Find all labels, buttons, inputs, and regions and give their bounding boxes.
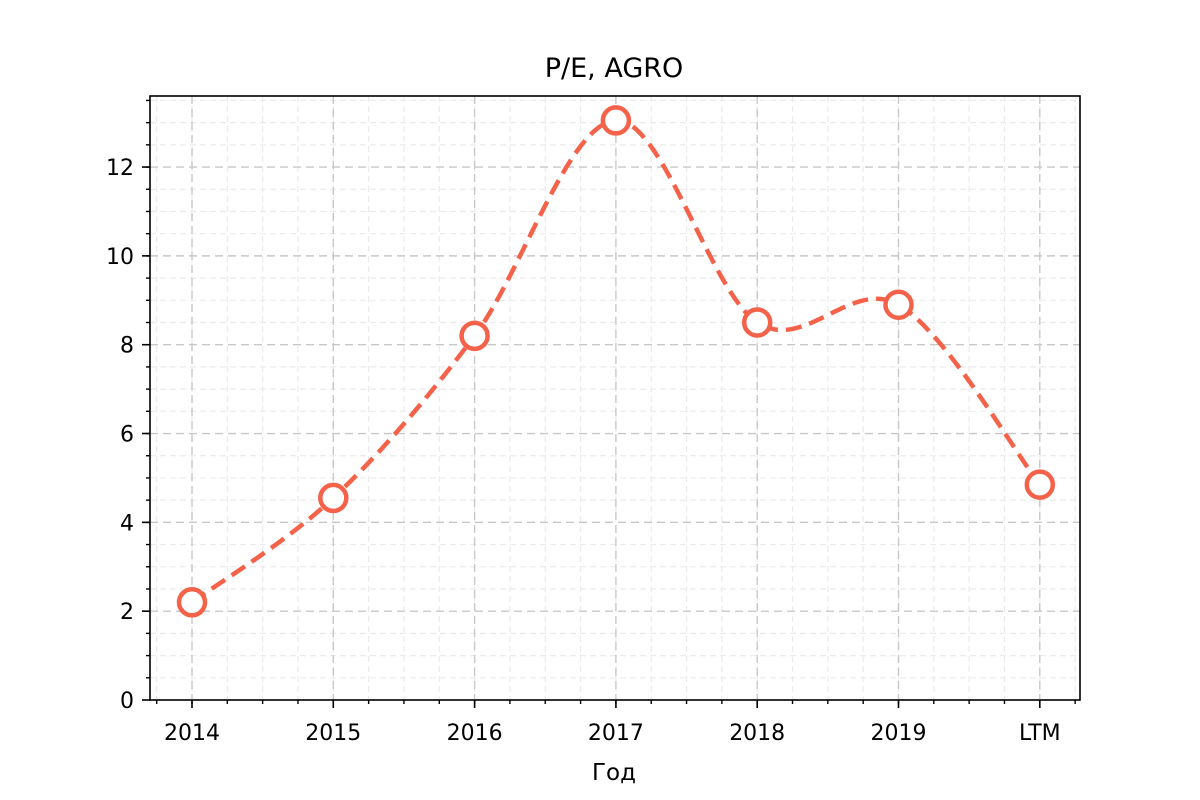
y-tick-label: 4 — [120, 511, 134, 536]
data-point-2016 — [459, 320, 490, 352]
x-tick-label: 2019 — [871, 721, 927, 746]
x-tick-label: 2015 — [305, 721, 361, 746]
data-point-2019 — [883, 289, 914, 320]
data-point-2014 — [176, 587, 208, 618]
y-tick-label: 12 — [106, 156, 134, 181]
y-tick-label: 10 — [106, 245, 134, 270]
data-point-2015 — [318, 482, 349, 514]
y-tick-label: 0 — [120, 689, 134, 714]
y-tick-label: 6 — [120, 423, 134, 448]
x-tick-label: LTM — [1019, 721, 1061, 746]
x-tick-label: 2017 — [588, 721, 644, 746]
data-point-2018 — [741, 307, 773, 338]
y-tick-label: 8 — [120, 334, 134, 359]
x-tick-label: 2014 — [164, 721, 220, 746]
y-tick-label: 2 — [120, 600, 134, 625]
x-tick-label: 2018 — [729, 721, 785, 746]
major-grid — [150, 96, 1080, 700]
data-point-2017 — [600, 105, 632, 136]
minor-grid — [150, 96, 1080, 700]
x-axis-label: Год — [592, 760, 636, 786]
axes-layer: 2014 2015 2016 2017 2018 2019 LTM 0 2 4 6 8 10 12 — [106, 95, 1081, 746]
data-point-ltm — [1024, 469, 1056, 500]
chart-title: P/E, AGRO — [545, 53, 684, 84]
plot-frame — [149, 95, 1081, 701]
x-tick-label: 2016 — [447, 721, 503, 746]
series-layer — [176, 105, 1056, 618]
